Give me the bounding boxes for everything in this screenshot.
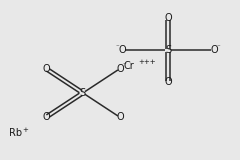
Text: ⁻: ⁻: [115, 44, 119, 51]
Text: O: O: [164, 77, 172, 87]
Text: O: O: [210, 45, 218, 55]
Text: +++: +++: [138, 60, 156, 65]
Text: Rb: Rb: [9, 128, 22, 138]
Text: O: O: [118, 45, 126, 55]
Text: O: O: [42, 64, 50, 74]
Text: O: O: [116, 112, 124, 122]
Text: ⁻: ⁻: [217, 44, 221, 51]
Text: O: O: [164, 13, 172, 23]
Text: S: S: [80, 88, 86, 98]
Text: ⁻: ⁻: [123, 63, 127, 68]
Text: Cr: Cr: [123, 60, 134, 71]
Text: O: O: [116, 64, 124, 74]
Text: +: +: [22, 127, 28, 132]
Text: O: O: [42, 112, 50, 122]
Text: S: S: [165, 45, 171, 55]
